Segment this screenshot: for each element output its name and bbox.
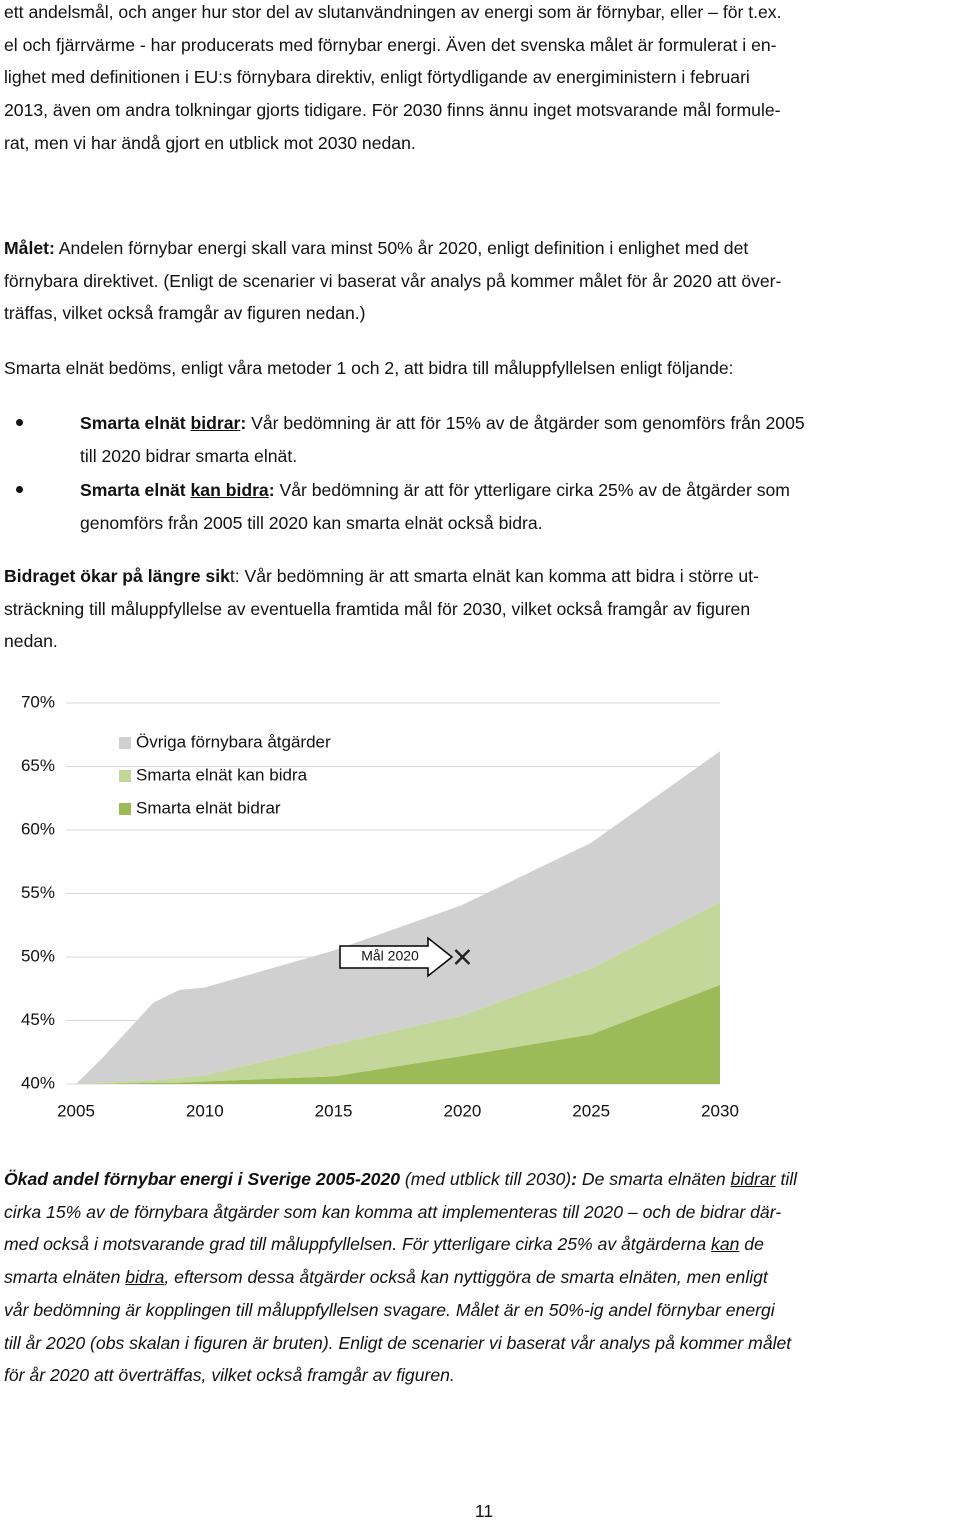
text-run: lighet med definitionen i EU:s förnybara… bbox=[4, 67, 750, 88]
y-tick-label: 40% bbox=[21, 1073, 55, 1092]
text-run: bidra bbox=[125, 1267, 165, 1288]
text-run: : bbox=[240, 413, 247, 433]
text-run: Vår bedömning är att för 15% av de åtgär… bbox=[246, 413, 805, 433]
legend-swatch bbox=[119, 803, 131, 815]
bullet bbox=[16, 486, 23, 493]
text-run: el och fjärrvärme - har producerats med … bbox=[4, 34, 777, 55]
text-run: för år 2020 att överträffas, vilket ocks… bbox=[4, 1365, 455, 1386]
area bbox=[76, 902, 720, 1084]
text-line: Smarta elnät bidrar: Vår bedömning är at… bbox=[80, 411, 958, 435]
text-line: med också i motsvarande grad till målupp… bbox=[4, 1232, 958, 1256]
y-tick-label: 45% bbox=[21, 1010, 55, 1029]
text-run: smarta elnäten bbox=[4, 1267, 126, 1288]
legend-swatch bbox=[119, 770, 131, 782]
text-line: nedan. bbox=[4, 629, 958, 653]
text-line: smarta elnäten bidra, eftersom dessa åtg… bbox=[4, 1265, 958, 1289]
legend-label: Smarta elnät bidrar bbox=[136, 798, 281, 817]
text-line: till 2020 bidrar smarta elnät. bbox=[80, 444, 958, 468]
text-line: genomförs från 2005 till 2020 kan smarta… bbox=[80, 511, 958, 535]
x-tick-label: 2025 bbox=[572, 1101, 610, 1120]
text-line: förnybara direktivet. (Enligt de scenari… bbox=[4, 269, 958, 293]
target-cross bbox=[454, 949, 471, 965]
text-run: Andelen förnybar energi skall vara minst… bbox=[54, 238, 749, 258]
text-line: Bidraget ökar på längre sikt: Vår bedömn… bbox=[4, 564, 958, 588]
text-run: , eftersom dessa åtgärder också kan nytt… bbox=[164, 1267, 768, 1288]
text-line: vår bedömning är kopplingen till måluppf… bbox=[4, 1298, 958, 1322]
text-run: cirka 15% av de förnybara åtgärder som k… bbox=[4, 1201, 782, 1222]
text-run: Smarta elnät bedöms, enligt våra metoder… bbox=[4, 358, 734, 378]
text-run: genomförs från 2005 till 2020 kan smarta… bbox=[80, 512, 543, 533]
text-line: cirka 15% av de förnybara åtgärder som k… bbox=[4, 1200, 958, 1224]
y-tick-label: 70% bbox=[21, 692, 55, 711]
text-run: till år 2020 (obs skalan i figuren är br… bbox=[4, 1332, 792, 1353]
text-run: träffas, vilket också framgår av figuren… bbox=[4, 303, 366, 324]
text-run: kan bbox=[711, 1234, 740, 1255]
text-run: (med utblick till 2030) bbox=[400, 1169, 572, 1189]
text-run: förnybara direktivet. (Enligt de scenari… bbox=[4, 270, 782, 291]
text-line: el och fjärrvärme - har producerats med … bbox=[4, 33, 958, 57]
target-label: Mål 2020 bbox=[361, 948, 419, 964]
text-run: Vår bedömning är att för ytterligare cir… bbox=[274, 480, 790, 500]
text-line: träffas, vilket också framgår av figuren… bbox=[4, 301, 958, 325]
text-line: Smarta elnät kan bidra: Vår bedömning är… bbox=[80, 478, 958, 502]
x-tick-label: 2030 bbox=[701, 1101, 739, 1120]
area bbox=[76, 751, 720, 1084]
area bbox=[76, 984, 720, 1084]
chart: 40% 45% 50% 55% 60% 65% 70% 2005 2010 2015 2020 202… bbox=[21, 692, 739, 1120]
text-run: 2013, även om andra tolkningar gjorts ti… bbox=[4, 100, 781, 121]
y-tick-label: 65% bbox=[21, 756, 55, 775]
text-line: Smarta elnät bedöms, enligt våra metoder… bbox=[4, 356, 958, 380]
text-line: lighet med definitionen i EU:s förnybara… bbox=[4, 65, 958, 89]
text-run: nedan. bbox=[4, 631, 58, 652]
text-line: 2013, även om andra tolkningar gjorts ti… bbox=[4, 98, 958, 122]
y-tick-label: 50% bbox=[21, 946, 55, 965]
legend-label: Övriga förnybara åtgärder bbox=[136, 732, 331, 751]
text-run: till bbox=[775, 1169, 798, 1189]
text-run: kan bidra bbox=[190, 480, 269, 500]
text-run: Målet: bbox=[4, 238, 55, 258]
text-run: de bbox=[739, 1234, 764, 1255]
text-run: Smarta elnät bbox=[80, 480, 191, 500]
legend-label: Smarta elnät kan bidra bbox=[136, 765, 308, 784]
text-run: : bbox=[268, 480, 275, 500]
y-tick-label: 60% bbox=[21, 819, 55, 838]
text-line: ett andelsmål, och anger hur stor del av… bbox=[4, 0, 958, 24]
text-run: t: Vår bedömning är att smarta elnät kan… bbox=[229, 566, 759, 586]
text-run: vår bedömning är kopplingen till måluppf… bbox=[4, 1299, 775, 1320]
text-line: Ökad andel förnybar energi i Sverige 200… bbox=[4, 1167, 958, 1191]
x-tick-label: 2010 bbox=[186, 1101, 224, 1120]
x-tick-label: 2005 bbox=[57, 1101, 95, 1120]
text-run: Smarta elnät bbox=[80, 413, 191, 433]
text-run: rat, men vi har ändå gjort en utblick mo… bbox=[4, 132, 416, 153]
target-arrow bbox=[339, 936, 454, 978]
text-run: sträckning till måluppfyllelse av eventu… bbox=[4, 598, 751, 619]
x-tick-label: 2020 bbox=[443, 1101, 481, 1120]
target-marker bbox=[454, 949, 471, 965]
text-run: ett andelsmål, och anger hur stor del av… bbox=[4, 2, 782, 22]
text-run: till 2020 bidrar smarta elnät. bbox=[80, 445, 298, 466]
text-line: rat, men vi har ändå gjort en utblick mo… bbox=[4, 131, 958, 155]
text-run: Bidraget ökar på längre sik bbox=[4, 566, 230, 586]
y-tick-label: 55% bbox=[21, 883, 55, 902]
text-line: Målet: Andelen förnybar energi skall var… bbox=[4, 236, 958, 260]
text-run: med också i motsvarande grad till målupp… bbox=[4, 1234, 712, 1255]
text-line: för år 2020 att överträffas, vilket ocks… bbox=[4, 1363, 958, 1387]
text-run: bidrar bbox=[190, 413, 241, 433]
text-run: bidrar bbox=[730, 1169, 776, 1189]
text-run: Ökad andel förnybar energi i Sverige 200… bbox=[4, 1169, 401, 1189]
x-tick-label: 2015 bbox=[315, 1101, 353, 1120]
text-line: till år 2020 (obs skalan i figuren är br… bbox=[4, 1331, 958, 1355]
text-run: : bbox=[571, 1169, 578, 1189]
legend-swatch bbox=[119, 737, 131, 749]
text-line: sträckning till måluppfyllelse av eventu… bbox=[4, 597, 958, 621]
page-number: 11 bbox=[474, 1501, 494, 1521]
bullet bbox=[16, 419, 23, 426]
text-run: De smarta elnäten bbox=[577, 1169, 731, 1189]
